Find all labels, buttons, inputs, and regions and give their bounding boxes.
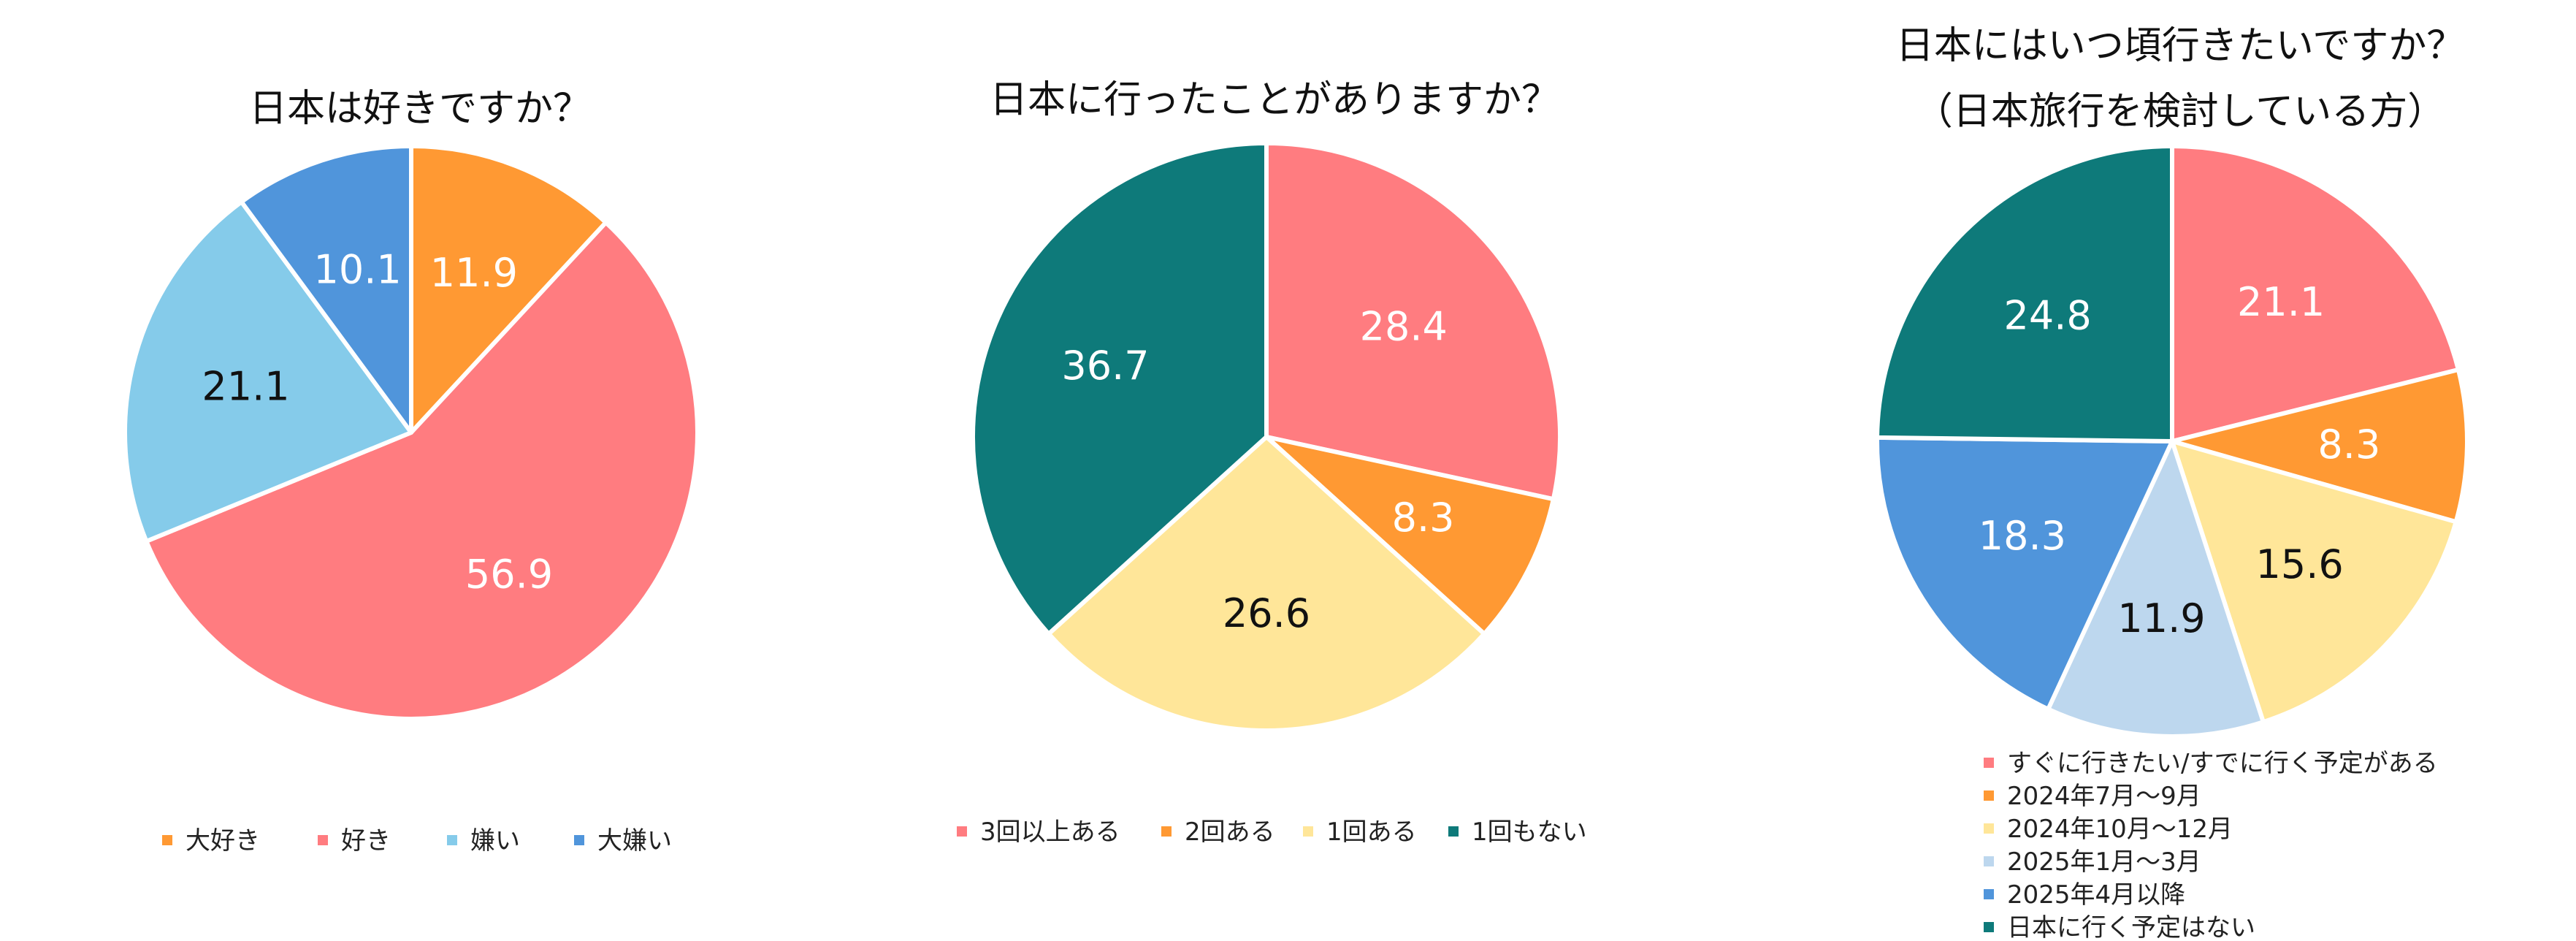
legend-swatch: [1161, 826, 1172, 837]
legend-swatch: [574, 835, 584, 845]
legend-label: 2024年7月～9月: [2007, 782, 2201, 811]
legend-label: 大好き: [186, 826, 260, 856]
slice-value-label: 28.4: [1360, 304, 1448, 350]
legend-swatch: [957, 826, 967, 837]
pie-chart-when-visit-japan: 日本にはいつ頃行きたいですか？ （日本旅行を検討している方） 21.1 8.3 15.6…: [1875, 24, 2469, 941]
pie-slice: [239, 144, 413, 435]
legend-label: 2024年10月～12月: [2007, 815, 2233, 844]
chart-title: 日本に行ったことがありますか？: [990, 78, 1559, 122]
pie-chart-likes-japan: 日本は好きですか？ 11.9 56.9 21.1 10.1 大好き 好き 嫌い 大嫌い: [123, 87, 700, 856]
pie-slice: [2170, 439, 2458, 725]
legend-swatch: [447, 835, 457, 845]
legend-label: 2025年1月～3月: [2007, 847, 2201, 877]
pie-chart-visited-japan: 日本に行ったことがありますか？ 28.4 8.3 26.6 36.7 3回以上ある 2回ある…: [957, 78, 1587, 847]
slice-value-label: 11.9: [430, 250, 518, 296]
legend-swatch: [1984, 889, 1994, 899]
legend-label: 2025年4月以降: [2007, 880, 2185, 910]
legend-label: すぐに行きたい/すでに行く予定がある: [2007, 749, 2438, 778]
legend-swatch: [1984, 922, 1994, 932]
legend-label: 好き: [341, 826, 391, 856]
slice-value-label: 26.6: [1223, 590, 1310, 636]
chart-title: 日本にはいつ頃行きたいですか？: [1896, 24, 2464, 68]
pie-slice: [971, 141, 1269, 636]
slice-value-label: 18.3: [1979, 513, 2066, 559]
legend-label: 1回もない: [1472, 818, 1587, 847]
legend-swatch: [162, 835, 172, 845]
pie-slice: [2170, 144, 2461, 443]
legend-label: 大嫌い: [597, 826, 672, 856]
pie-slice: [2170, 367, 2469, 525]
slice-value-label: 10.1: [313, 247, 401, 293]
pie-slice: [1875, 144, 2174, 443]
legend-label: 日本に行く予定はない: [2007, 913, 2255, 941]
legend-swatch: [1303, 826, 1313, 837]
legend-swatch: [1448, 826, 1459, 837]
chart-legend: 3回以上ある 2回ある 1回ある 1回もない: [957, 818, 1587, 847]
slice-value-label: 8.3: [2317, 422, 2380, 468]
pie-slice: [1875, 435, 2174, 712]
chart-title: （日本旅行を検討している方）: [1915, 90, 2445, 134]
pie-slice: [1046, 435, 1487, 733]
legend-swatch: [318, 835, 328, 845]
pie-slice: [409, 144, 608, 435]
chart-title: 日本は好きですか？: [249, 87, 591, 131]
legend-swatch: [1984, 856, 1994, 866]
legend-swatch: [1984, 790, 1994, 801]
legend-label: 2回ある: [1185, 818, 1275, 847]
legend-swatch: [1984, 823, 1994, 834]
slice-value-label: 15.6: [2255, 541, 2343, 587]
pie-slice: [2046, 439, 2266, 739]
slice-value-label: 24.8: [2004, 293, 2092, 339]
legend-label: 1回ある: [1326, 818, 1417, 847]
pie-slice: [1264, 141, 1562, 502]
pie-slice: [144, 220, 700, 721]
slice-value-label: 56.9: [465, 551, 553, 597]
slice-value-label: 36.7: [1061, 343, 1149, 389]
slice-value-label: 21.1: [202, 364, 289, 410]
slice-value-label: 8.3: [1392, 495, 1455, 541]
pie-slice: [1264, 435, 1556, 636]
chart-legend: 大好き 好き 嫌い 大嫌い: [162, 826, 672, 856]
legend-swatch: [1984, 758, 1994, 768]
legend-label: 嫌い: [470, 826, 520, 856]
pie-slice: [123, 199, 413, 544]
legend-label: 3回以上ある: [980, 818, 1120, 847]
slice-value-label: 21.1: [2237, 279, 2325, 325]
chart-legend: すぐに行きたい/すでに行く予定がある 2024年7月～9月 2024年10月～12月…: [1984, 749, 2438, 941]
slice-value-label: 11.9: [2117, 595, 2205, 641]
